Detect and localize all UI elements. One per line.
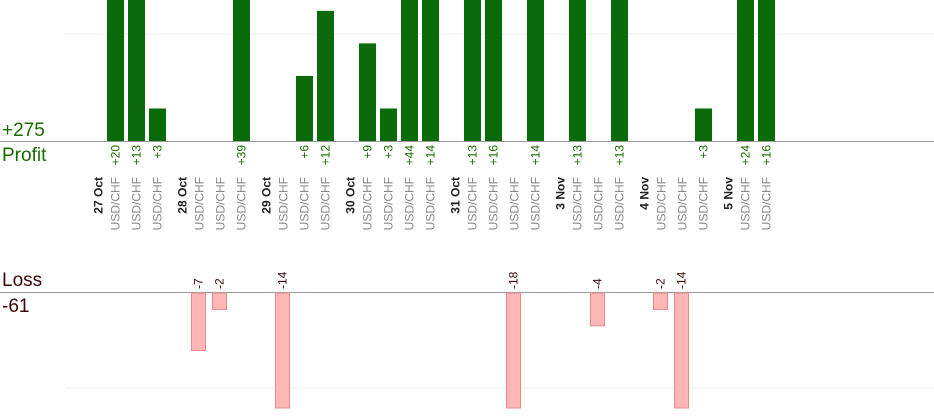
profit-bar bbox=[380, 108, 397, 141]
pair-label: USD/CHF bbox=[298, 177, 312, 230]
profit-bar bbox=[317, 10, 334, 141]
profit-value-label: +44 bbox=[403, 145, 417, 166]
profit-value-label: +12 bbox=[319, 145, 333, 166]
profit-value-label: +6 bbox=[298, 145, 312, 159]
date-label: 27 Oct bbox=[92, 177, 106, 214]
pair-label: USD/CHF bbox=[487, 177, 501, 230]
profit-value-label: +3 bbox=[151, 145, 165, 159]
pair-label: USD/CHF bbox=[760, 177, 774, 230]
profit-label: Profit bbox=[2, 145, 47, 166]
loss-value-label: -2 bbox=[213, 278, 227, 289]
loss-total: -61 bbox=[2, 296, 30, 317]
profit-value-label: +3 bbox=[697, 145, 711, 159]
pair-label: USD/CHF bbox=[235, 177, 249, 230]
date-label: 4 Nov bbox=[638, 177, 652, 210]
pair-label: USD/CHF bbox=[592, 177, 606, 230]
loss-bar bbox=[191, 292, 206, 351]
profit-bar bbox=[611, 0, 628, 141]
pair-label: USD/CHF bbox=[319, 177, 333, 230]
loss-bar bbox=[590, 292, 605, 327]
profit-bar bbox=[149, 108, 166, 141]
profit-bar bbox=[569, 0, 586, 141]
date-label: 31 Oct bbox=[449, 177, 463, 214]
profit-value-label: +13 bbox=[571, 145, 585, 166]
loss-value-label: -4 bbox=[591, 278, 605, 289]
profit-bar bbox=[422, 0, 439, 141]
loss-value-label: -7 bbox=[192, 278, 206, 289]
pair-label: USD/CHF bbox=[676, 177, 690, 230]
pair-label: USD/CHF bbox=[214, 177, 228, 230]
date-label: 29 Oct bbox=[260, 177, 274, 214]
profit-bar bbox=[296, 75, 313, 141]
profit-value-label: +14 bbox=[424, 145, 438, 166]
profit-bar bbox=[758, 0, 775, 141]
profit-bar bbox=[737, 0, 754, 141]
profit-value-label: +13 bbox=[466, 145, 480, 166]
pair-label: USD/CHF bbox=[382, 177, 396, 230]
pair-label: USD/CHF bbox=[739, 177, 753, 230]
loss-label: Loss bbox=[2, 270, 43, 291]
date-label: 5 Nov bbox=[722, 177, 736, 210]
profit-value-label: +20 bbox=[109, 145, 123, 166]
profit-value-label: +13 bbox=[130, 145, 144, 166]
profit-value-label: +3 bbox=[382, 145, 396, 159]
profit-bar bbox=[107, 0, 124, 141]
profit-value-label: +39 bbox=[235, 145, 249, 166]
loss-value-label: -14 bbox=[276, 271, 290, 289]
loss-bar bbox=[275, 292, 290, 409]
profit-value-label: +16 bbox=[760, 145, 774, 166]
loss-bar bbox=[212, 292, 227, 310]
profit-total: +275 bbox=[2, 120, 45, 141]
loss-bar bbox=[653, 292, 668, 310]
pair-label: USD/CHF bbox=[655, 177, 669, 230]
pair-label: USD/CHF bbox=[571, 177, 585, 230]
pair-label: USD/CHF bbox=[109, 177, 123, 230]
pair-label: USD/CHF bbox=[508, 177, 522, 230]
loss-value-label: -14 bbox=[675, 271, 689, 289]
profit-bar bbox=[527, 0, 544, 141]
profit-bar bbox=[401, 0, 418, 141]
pair-label: USD/CHF bbox=[424, 177, 438, 230]
pair-label: USD/CHF bbox=[277, 177, 291, 230]
pair-label: USD/CHF bbox=[403, 177, 417, 230]
date-label: 30 Oct bbox=[344, 177, 358, 214]
pair-label: USD/CHF bbox=[466, 177, 480, 230]
pair-label: USD/CHF bbox=[151, 177, 165, 230]
pair-label: USD/CHF bbox=[697, 177, 711, 230]
profit-bar bbox=[464, 0, 481, 141]
pair-label: USD/CHF bbox=[361, 177, 375, 230]
loss-bar bbox=[506, 292, 521, 409]
pair-label: USD/CHF bbox=[613, 177, 627, 230]
profit-value-label: +24 bbox=[739, 145, 753, 166]
profit-value-label: +16 bbox=[487, 145, 501, 166]
date-label: 3 Nov bbox=[554, 177, 568, 210]
pair-label: USD/CHF bbox=[130, 177, 144, 230]
pair-label: USD/CHF bbox=[529, 177, 543, 230]
date-label: 28 Oct bbox=[176, 177, 190, 214]
profit-bar bbox=[359, 43, 376, 142]
profit-bar bbox=[233, 0, 250, 141]
loss-value-label: -18 bbox=[507, 271, 521, 289]
profit-value-label: +13 bbox=[613, 145, 627, 166]
profit-value-label: +9 bbox=[361, 145, 375, 159]
profit-bar bbox=[485, 0, 502, 141]
loss-bar bbox=[674, 292, 689, 409]
profit-bar bbox=[695, 108, 712, 141]
pair-label: USD/CHF bbox=[193, 177, 207, 230]
profit-bar bbox=[128, 0, 145, 141]
loss-value-label: -2 bbox=[654, 278, 668, 289]
profit-value-label: +14 bbox=[529, 145, 543, 166]
